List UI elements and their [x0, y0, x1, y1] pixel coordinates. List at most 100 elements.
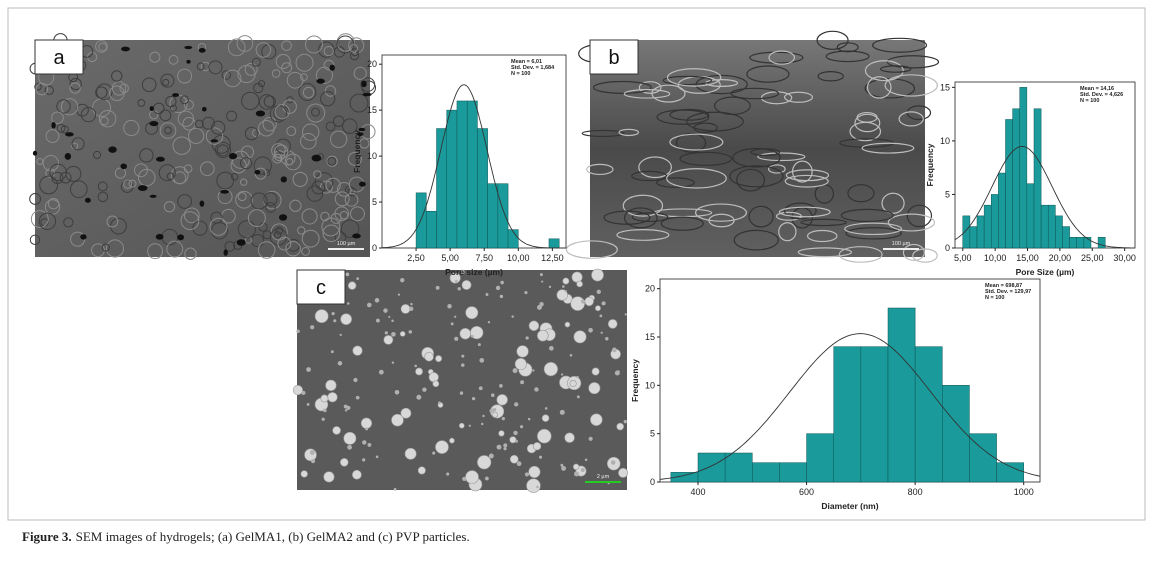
pore — [120, 164, 127, 170]
particle — [461, 363, 465, 367]
particle — [528, 418, 531, 421]
particle — [481, 423, 483, 425]
particle — [338, 361, 343, 366]
bar — [997, 463, 1024, 482]
particle — [376, 456, 379, 459]
bar — [1034, 109, 1041, 248]
particle — [537, 305, 542, 310]
particle — [362, 440, 366, 444]
particle — [581, 299, 585, 303]
particle — [581, 468, 585, 472]
caption-label: Figure 3. — [22, 529, 72, 544]
pore — [316, 79, 324, 84]
pore — [281, 176, 287, 182]
pore — [229, 153, 237, 159]
x-tick-label: 2,50 — [407, 253, 425, 263]
pore — [199, 48, 206, 53]
particle — [416, 395, 421, 400]
particle — [525, 336, 528, 339]
particle — [502, 417, 505, 420]
particle — [517, 461, 522, 466]
particle — [520, 380, 524, 384]
y-tick-label: 15 — [367, 105, 377, 115]
particle — [570, 380, 576, 386]
y-tick-label: 5 — [650, 429, 655, 439]
x-tick-label: 30,00 — [1113, 253, 1136, 263]
particle — [572, 272, 582, 282]
particle — [477, 455, 491, 469]
x-tick-label: 20,00 — [1049, 253, 1072, 263]
particle — [315, 310, 328, 323]
bar — [1013, 109, 1020, 248]
particle — [405, 448, 416, 459]
x-tick-label: 1000 — [1014, 487, 1034, 497]
particle — [454, 337, 458, 341]
pore — [156, 157, 165, 162]
bar — [1077, 237, 1084, 248]
scale-bar-label: 100 µm — [337, 241, 356, 247]
x-tick-label: 5,00 — [954, 253, 972, 263]
particle — [347, 302, 350, 305]
particle — [346, 273, 350, 277]
pore — [65, 153, 71, 160]
bar — [1062, 227, 1069, 248]
stat-label: N = 100 — [1080, 98, 1099, 104]
particle — [524, 291, 527, 294]
particle — [625, 313, 627, 315]
particle — [515, 358, 526, 369]
particle — [414, 365, 417, 368]
particle — [429, 372, 439, 382]
pore — [256, 111, 265, 117]
particle — [588, 328, 593, 333]
particle — [513, 368, 518, 373]
particle — [488, 321, 490, 323]
bar — [549, 239, 559, 248]
x-tick-label: 10,00 — [984, 253, 1007, 263]
x-tick-label: 600 — [799, 487, 814, 497]
particle — [491, 393, 495, 397]
particle — [499, 384, 503, 388]
particle — [486, 293, 489, 296]
bar — [457, 101, 467, 248]
pore — [312, 155, 322, 162]
particle — [534, 387, 538, 391]
pore — [362, 93, 371, 97]
y-tick-label: 0 — [650, 477, 655, 487]
pore — [254, 170, 260, 175]
pore — [150, 106, 154, 111]
pore — [33, 151, 37, 156]
particle — [472, 397, 475, 400]
particle — [457, 287, 460, 290]
bar — [1098, 237, 1105, 248]
particle — [375, 298, 380, 303]
particle — [392, 414, 404, 426]
particle — [353, 346, 363, 356]
particle — [549, 346, 554, 351]
particle — [608, 319, 617, 328]
bar — [779, 463, 806, 482]
particle — [611, 460, 615, 464]
particle — [322, 418, 325, 421]
y-tick-label: 5 — [945, 189, 950, 199]
x-tick-label: 800 — [908, 487, 923, 497]
pore — [237, 239, 246, 246]
particle — [478, 343, 481, 346]
particle — [589, 437, 593, 441]
particle — [462, 280, 471, 289]
particle — [565, 322, 570, 327]
particle — [307, 403, 310, 406]
y-tick-label: 15 — [645, 332, 655, 342]
particle — [392, 361, 394, 363]
particle — [415, 368, 422, 375]
particle — [310, 450, 315, 455]
pore — [279, 214, 287, 220]
particle — [400, 278, 404, 282]
pore — [224, 249, 228, 255]
particle — [455, 280, 458, 283]
particle — [469, 425, 471, 427]
particle — [533, 442, 541, 450]
particle — [560, 464, 563, 467]
particle — [418, 467, 425, 474]
x-axis-label: Diameter (nm) — [821, 501, 878, 511]
y-axis-label: Frequency — [352, 130, 362, 173]
